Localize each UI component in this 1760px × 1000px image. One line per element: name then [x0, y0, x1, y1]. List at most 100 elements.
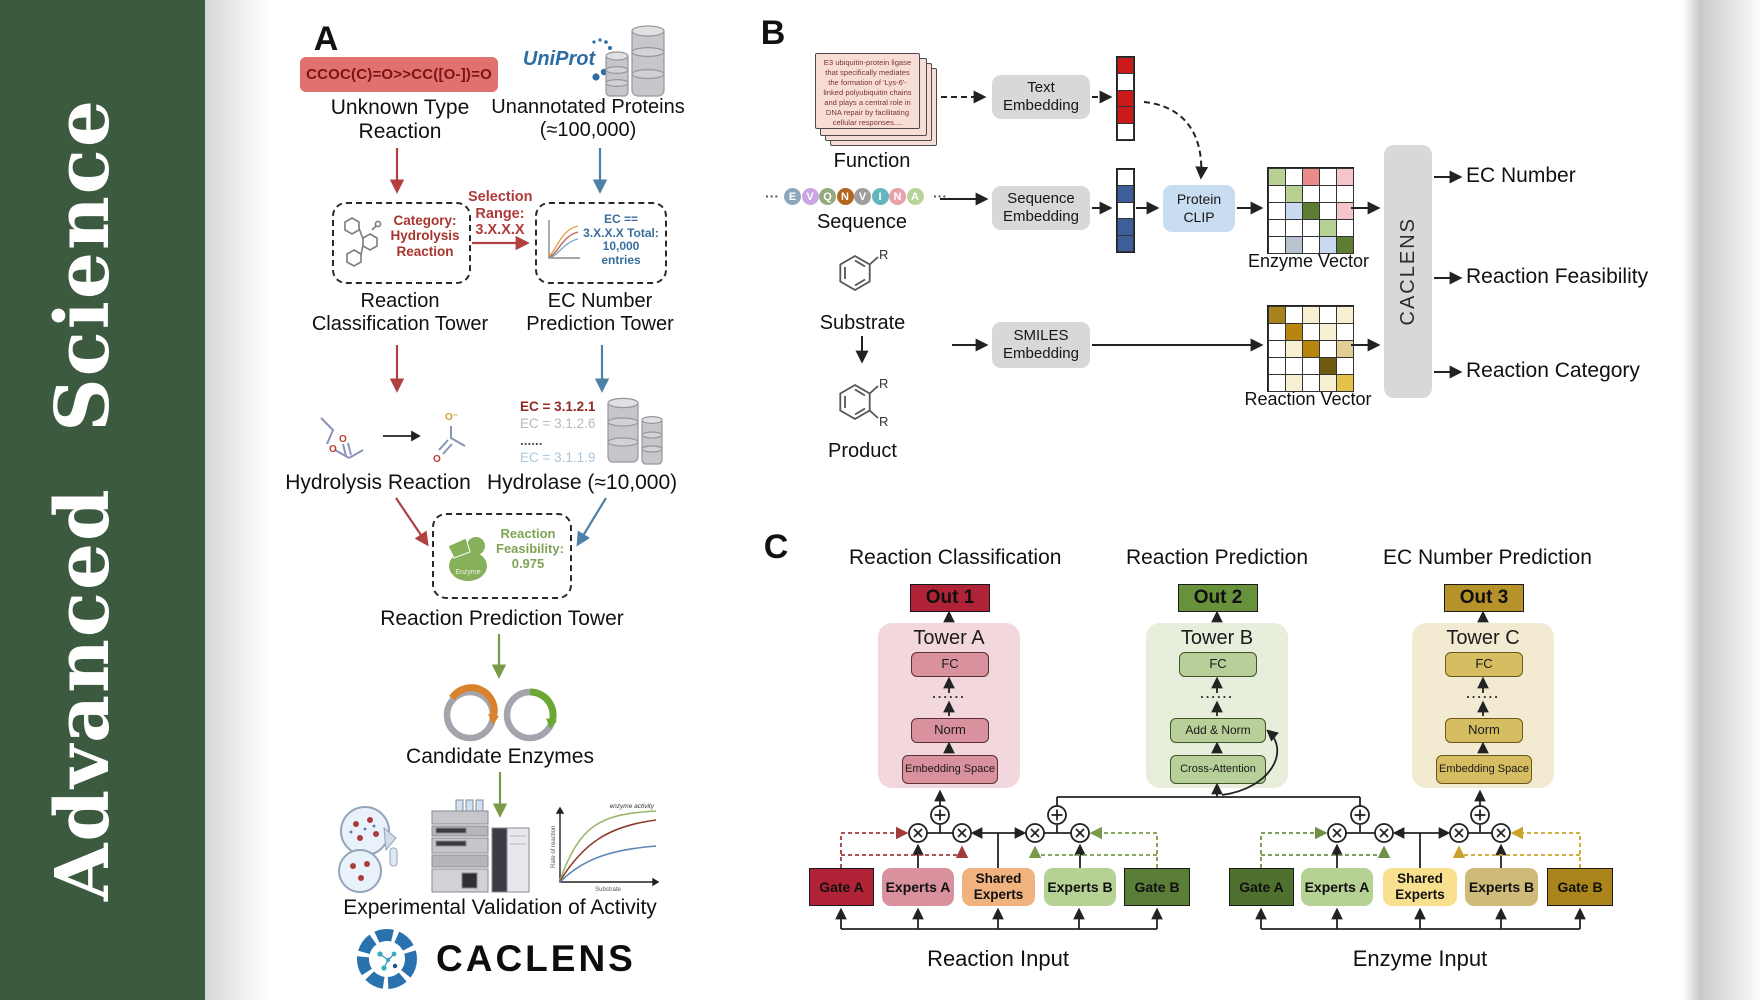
heading-ec-number-prediction: EC Number Prediction — [1383, 546, 1592, 569]
panel-c-label: C — [763, 528, 789, 566]
tower-b-title: Tower B — [1180, 627, 1254, 649]
enzyme-vector-grid — [1267, 167, 1354, 254]
unannotated-proteins-label: Unannotated Proteins (≈100,000) — [491, 96, 685, 141]
activity-annotation: enzyme activity — [610, 803, 655, 810]
reaction-prediction-tower-label: Reaction Prediction Tower — [380, 607, 624, 630]
product-molecule-icon: R R — [839, 376, 888, 429]
hydrolase-label: Hydrolase (≈10,000) — [487, 471, 678, 494]
hplc-instrument-icon — [431, 799, 530, 893]
reaction-feasibility-box — [432, 513, 572, 599]
ec-list-item: EC = 3.1.2.1 — [520, 399, 596, 414]
caclens-model-bar: CACLENS — [1384, 145, 1432, 398]
substrate-label: Substrate — [819, 312, 906, 334]
multiply-add-nodes — [908, 805, 1511, 843]
text-embedding-box: Text Embedding — [992, 75, 1090, 119]
reaction-vector-label: Reaction Vector — [1244, 389, 1372, 409]
svg-text:O: O — [329, 444, 337, 455]
reaction-vector-grid — [1267, 305, 1354, 392]
ec-list-item: EC = 3.1.2.6 — [520, 416, 596, 431]
residue-circle: A — [906, 188, 924, 205]
tower-c-title: Tower C — [1446, 627, 1520, 649]
residue-circle: Q — [819, 188, 836, 205]
reaction-input-label: Reaction Input — [927, 946, 1069, 971]
heading-reaction-prediction: Reaction Prediction — [1125, 546, 1309, 569]
enzyme-gate-a: Gate A — [1229, 868, 1294, 906]
tower-a-dots: ...... — [932, 686, 966, 701]
tower-c-embedding-space: Embedding Space — [1436, 755, 1532, 784]
out2-box: Out 2 — [1178, 584, 1258, 612]
hydrolysis-reaction-icon: O O O⁻ O — [320, 412, 466, 465]
enzyme-shared-experts: Shared Experts — [1383, 868, 1457, 906]
function-card: E3 ubiquitin-protein ligase that specifi… — [815, 53, 920, 129]
caclens-brand-text: CACLENS — [436, 938, 636, 979]
reaction-gate-b: Gate B — [1124, 868, 1190, 906]
reaction-experts-a: Experts A — [882, 868, 954, 906]
sequence-embedding-box: Sequence Embedding — [992, 186, 1090, 230]
experimental-validation-label: Experimental Validation of Activity — [343, 896, 657, 919]
caclens-model-label: CACLENS — [1396, 217, 1419, 326]
uniprot-logo: UniProt — [522, 48, 596, 70]
tower-c-norm: Norm — [1445, 718, 1523, 743]
molecule-icon — [344, 217, 382, 267]
tower-a-title: Tower A — [913, 627, 985, 649]
tower-b-fc: FC — [1179, 652, 1257, 677]
heading-reaction-classification: Reaction Classification — [849, 546, 1062, 569]
tower-c-dots: ...... — [1466, 686, 1500, 701]
residue-circle: N — [889, 188, 906, 205]
tower-b-dots: ...... — [1200, 686, 1234, 701]
svg-text:O: O — [433, 454, 441, 465]
product-r-group-2: R — [879, 414, 888, 429]
smiles-reaction-box: CCOC(C)=O>>CC([O-])=O — [300, 57, 498, 92]
ec-selection-box — [535, 202, 667, 284]
output-ec-number: EC Number — [1466, 164, 1576, 187]
plasmid-icons — [443, 684, 557, 742]
reaction-feasibility-value: Reaction Feasibility: 0.975 — [496, 526, 564, 571]
reaction-shared-experts: Shared Experts — [962, 868, 1035, 906]
tower-b-add-norm: Add & Norm — [1170, 718, 1266, 743]
sequence-embedding-vector — [1116, 168, 1135, 253]
out3-box: Out 3 — [1444, 584, 1524, 612]
output-reaction-feasibility: Reaction Feasibility — [1466, 265, 1649, 288]
tower-c-fc: FC — [1445, 652, 1523, 677]
ec-list: EC = 3.1.2.1 EC = 3.1.2.6...... EC = 3.1.1… — [520, 398, 596, 466]
text-embedding-vector — [1116, 56, 1135, 141]
assay-plates-icon — [338, 806, 398, 893]
sequence-ellipsis-left: ··· — [765, 188, 779, 204]
residue-circle: N — [836, 188, 854, 205]
enzyme-input-label: Enzyme Input — [1352, 946, 1488, 971]
residue-circle: I — [871, 188, 889, 205]
product-label: Product — [828, 440, 897, 462]
residue-circle: E — [784, 188, 801, 205]
reaction-gate-a: Gate A — [809, 868, 874, 906]
ec-total-entries-label: EC == 3.X.X.X Total: 10,000 entries — [583, 212, 659, 268]
tower-a-norm: Norm — [911, 718, 989, 743]
hydrolase-database-icon — [607, 397, 663, 465]
out1-box: Out 1 — [910, 584, 990, 612]
activity-ylabel: Rate of reaction — [551, 826, 557, 868]
substrate-molecule-icon: R — [839, 247, 888, 292]
tower-b-cross-attention: Cross-Attention — [1170, 755, 1266, 784]
output-reaction-category: Reaction Category — [1466, 359, 1640, 382]
sequence-label: Sequence — [816, 211, 908, 233]
enzyme-gate-b: Gate B — [1547, 868, 1613, 906]
unknown-type-reaction-label: Unknown Type Reaction — [330, 96, 470, 143]
product-r-group-1: R — [879, 376, 888, 391]
svg-text:O: O — [339, 434, 347, 445]
enzyme-vector-label: Enzyme Vector — [1248, 251, 1370, 271]
ec-number-prediction-tower-label: EC Number Prediction Tower — [526, 290, 674, 335]
protein-database-icon — [605, 25, 665, 97]
category-hydrolysis-label: Category: Hydrolysis Reaction — [390, 213, 460, 259]
reaction-experts-b: Experts B — [1044, 868, 1116, 906]
enzyme-icon: Enzyme — [447, 537, 487, 581]
reaction-classification-tower-label: Reaction Classification Tower — [311, 290, 489, 335]
function-label: Function — [833, 150, 911, 172]
caclens-logo-icon — [357, 929, 417, 989]
sequence-ellipsis-right: ··· — [933, 188, 947, 204]
protein-clip-box: Protein CLIP — [1163, 185, 1235, 232]
page-right-shadow — [1683, 0, 1760, 1000]
curves-plot-icon — [548, 220, 580, 259]
selection-range-label: Selection Range: 3.X.X.X — [468, 189, 533, 239]
tower-a-fc: FC — [911, 652, 989, 677]
panel-b-label: B — [760, 14, 786, 52]
